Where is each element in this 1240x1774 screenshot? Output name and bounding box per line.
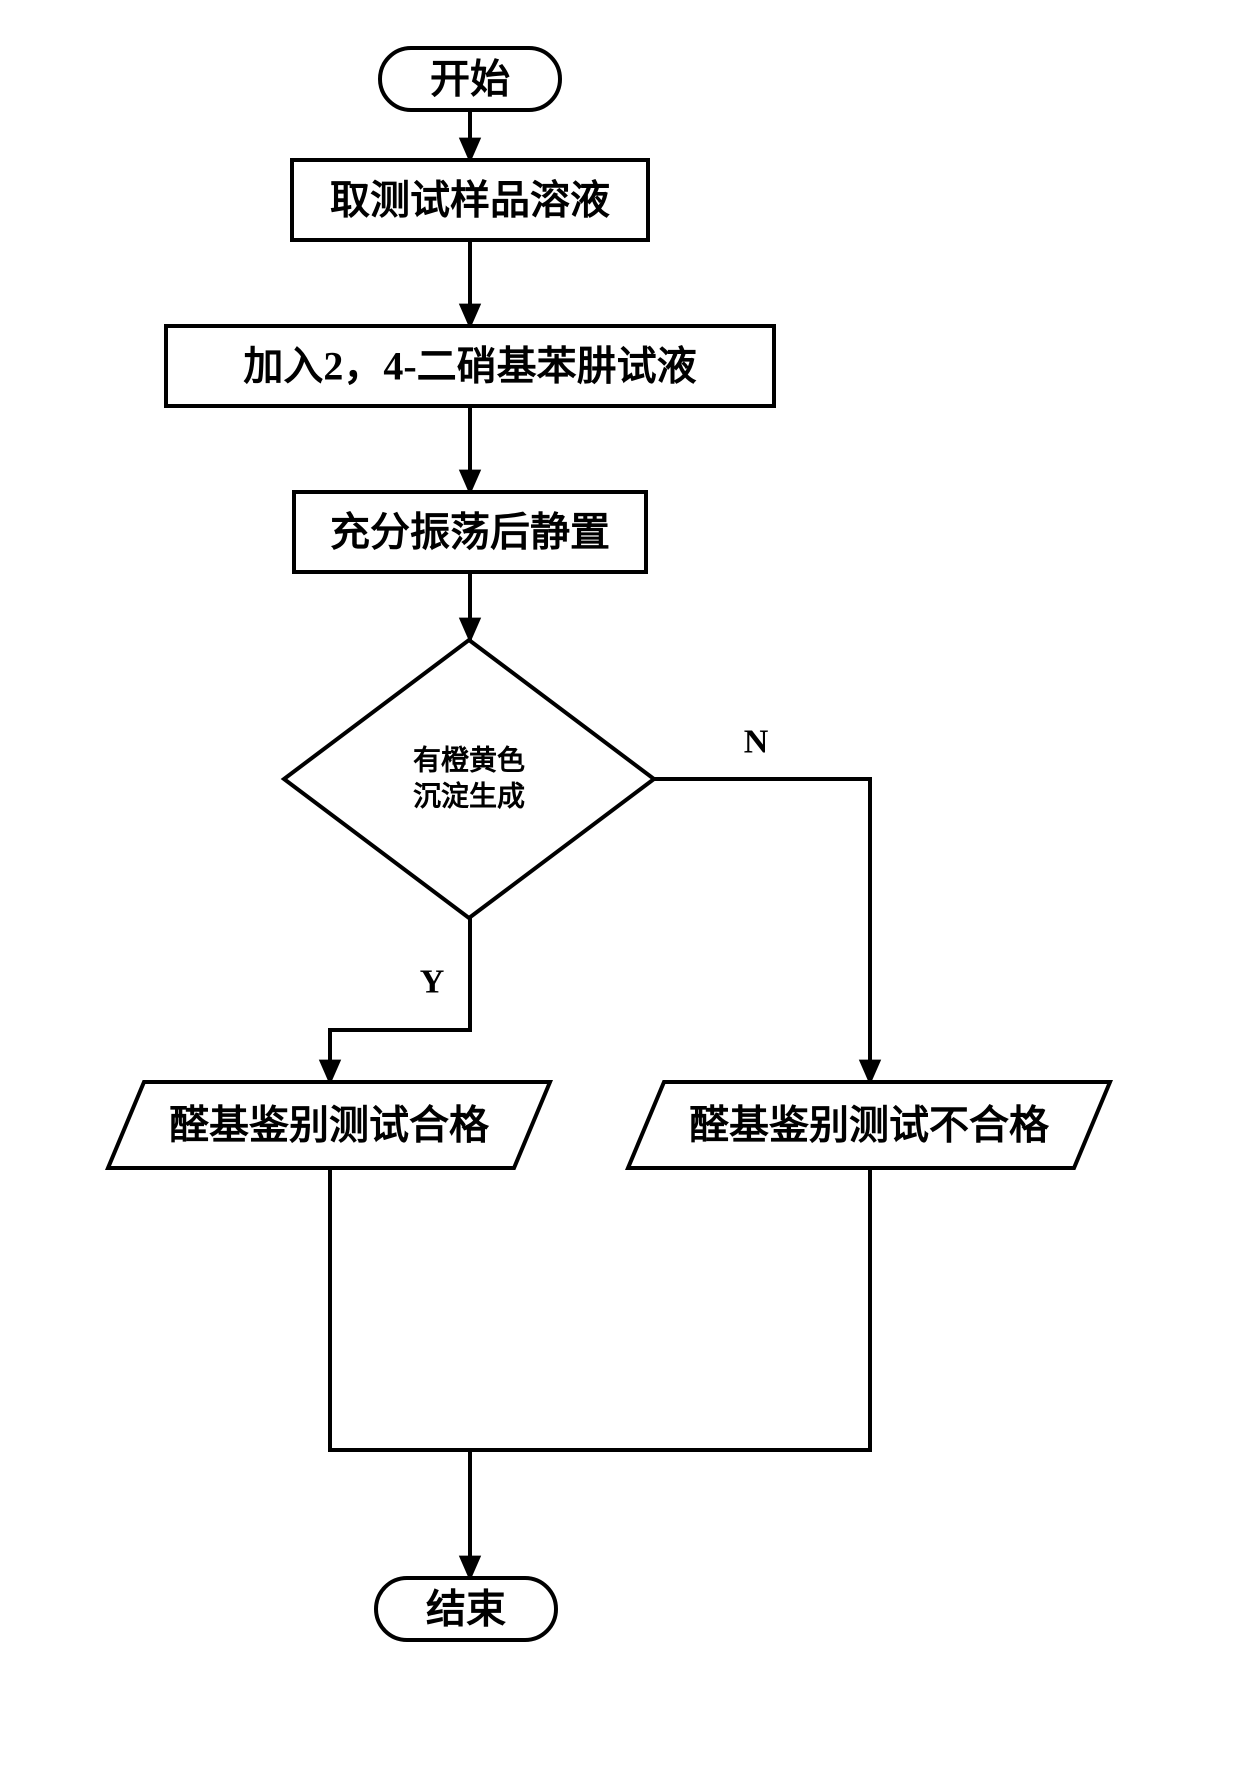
node-group: 醛基鉴别测试不合格 bbox=[628, 1082, 1110, 1168]
edge-label: Y bbox=[420, 964, 445, 1001]
process-label: 加入2，4-二硝基苯肼试液 bbox=[243, 344, 696, 389]
edge-label: N bbox=[744, 724, 769, 761]
nodes-layer: 开始取测试样品溶液加入2，4-二硝基苯肼试液充分振荡后静置有橙黄色沉淀生成醛基鉴… bbox=[108, 48, 1110, 1640]
terminator-label: 开始 bbox=[430, 57, 510, 102]
edge bbox=[654, 779, 870, 1082]
node-group: 结束 bbox=[376, 1578, 556, 1640]
edge bbox=[330, 918, 470, 1082]
decision-node bbox=[284, 640, 654, 918]
process-label: 充分振荡后静置 bbox=[330, 510, 610, 555]
edge bbox=[330, 1168, 470, 1450]
decision-label-line2: 沉淀生成 bbox=[413, 780, 525, 813]
node-group: 加入2，4-二硝基苯肼试液 bbox=[166, 326, 774, 406]
io-label: 醛基鉴别测试不合格 bbox=[689, 1103, 1050, 1148]
node-group: 开始 bbox=[380, 48, 560, 110]
edge bbox=[470, 1168, 870, 1450]
process-label: 取测试样品溶液 bbox=[330, 178, 610, 223]
node-group: 醛基鉴别测试合格 bbox=[108, 1082, 550, 1168]
node-group: 充分振荡后静置 bbox=[294, 492, 646, 572]
terminator-label: 结束 bbox=[426, 1587, 506, 1632]
node-group: 取测试样品溶液 bbox=[292, 160, 648, 240]
io-label: 醛基鉴别测试合格 bbox=[169, 1103, 490, 1148]
node-group: 有橙黄色沉淀生成 bbox=[284, 640, 654, 918]
decision-label-line1: 有橙黄色 bbox=[413, 743, 525, 776]
